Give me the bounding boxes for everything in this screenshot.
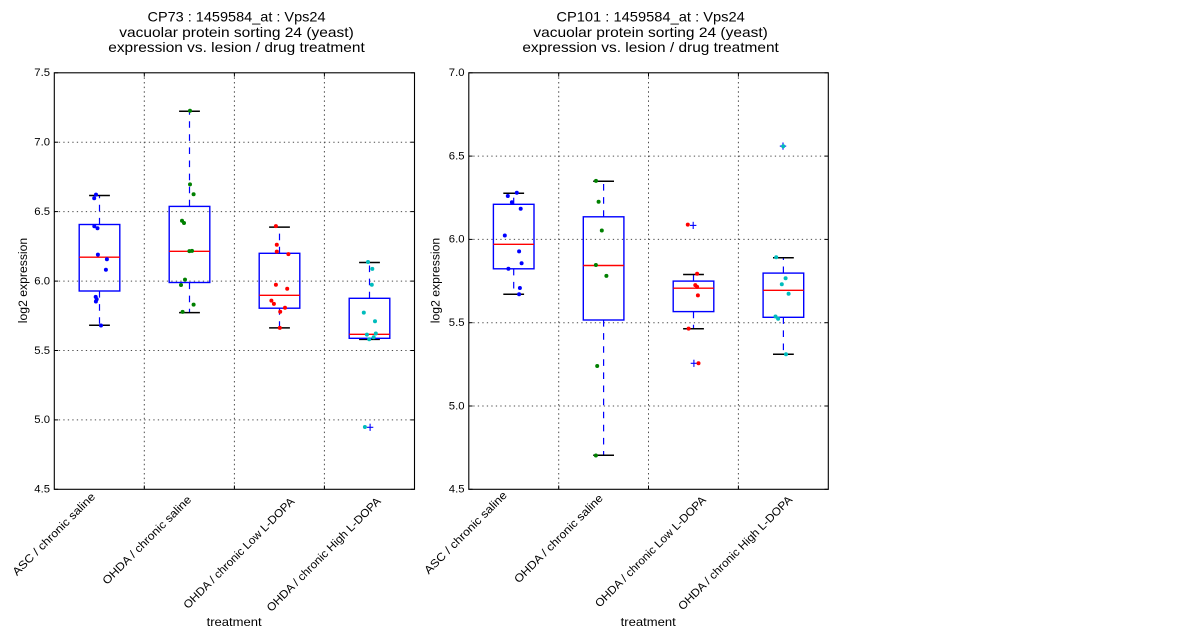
svg-text:5.5: 5.5 xyxy=(34,345,50,357)
svg-text:6.5: 6.5 xyxy=(34,206,50,218)
svg-text:5.0: 5.0 xyxy=(34,414,50,426)
svg-text:4.5: 4.5 xyxy=(34,484,50,496)
svg-text:5.5: 5.5 xyxy=(449,317,465,329)
svg-text:4.5: 4.5 xyxy=(449,484,465,496)
svg-text:treatment: treatment xyxy=(207,615,263,629)
svg-text:expression vs. lesion / drug t: expression vs. lesion / drug treatment xyxy=(108,40,365,55)
svg-text:log2 expression: log2 expression xyxy=(429,238,443,323)
svg-text:CP73 : 1459584_at : Vps24: CP73 : 1459584_at : Vps24 xyxy=(148,9,326,24)
svg-text:treatment: treatment xyxy=(621,615,677,629)
svg-text:7.0: 7.0 xyxy=(34,137,50,149)
svg-text:7.0: 7.0 xyxy=(449,67,465,79)
svg-text:7.5: 7.5 xyxy=(34,67,50,79)
svg-text:vacuolar protein sorting 24 (y: vacuolar protein sorting 24 (yeast) xyxy=(119,25,354,40)
svg-text:expression vs. lesion / drug t: expression vs. lesion / drug treatment xyxy=(522,40,779,55)
svg-text:5.0: 5.0 xyxy=(449,400,465,412)
svg-text:CP101 : 1459584_at : Vps24: CP101 : 1459584_at : Vps24 xyxy=(556,9,745,24)
svg-text:6.5: 6.5 xyxy=(449,150,465,162)
svg-text:6.0: 6.0 xyxy=(34,275,50,287)
svg-text:6.0: 6.0 xyxy=(449,234,465,246)
svg-text:vacuolar protein sorting 24 (y: vacuolar protein sorting 24 (yeast) xyxy=(533,25,768,40)
svg-text:log2 expression: log2 expression xyxy=(16,238,30,323)
